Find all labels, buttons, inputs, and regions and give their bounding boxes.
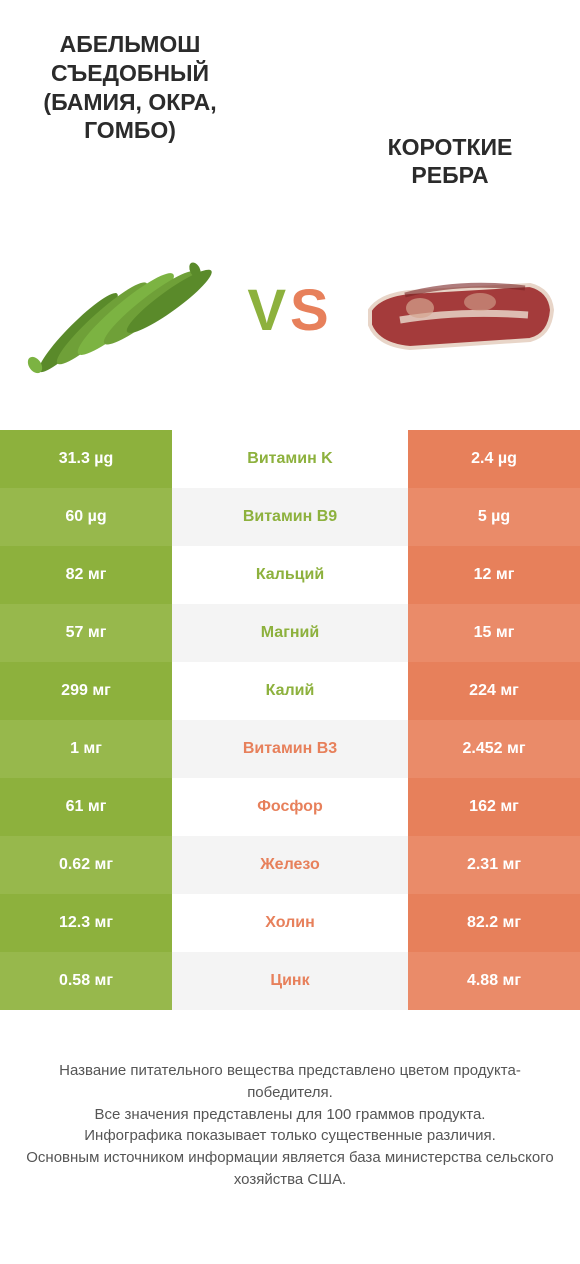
nutrient-label: Цинк [172, 952, 408, 1010]
left-value: 0.62 мг [0, 836, 172, 894]
nutrient-label: Магний [172, 604, 408, 662]
table-row: 57 мгМагний15 мг [0, 604, 580, 662]
table-row: 60 µgВитамин B95 µg [0, 488, 580, 546]
left-value: 31.3 µg [0, 430, 172, 488]
right-image-ribs [360, 220, 560, 400]
right-title: КОРОТКИЕ РЕБРА [350, 133, 550, 191]
footer-line4: Основным источником информации является … [20, 1147, 560, 1191]
right-value: 12 мг [408, 546, 580, 604]
nutrient-label: Калий [172, 662, 408, 720]
right-value: 4.88 мг [408, 952, 580, 1010]
right-value: 2.452 мг [408, 720, 580, 778]
right-value: 224 мг [408, 662, 580, 720]
okra-icon [25, 225, 215, 395]
left-value: 1 мг [0, 720, 172, 778]
footer: Название питательного вещества представл… [0, 1010, 580, 1191]
nutrient-label: Фосфор [172, 778, 408, 836]
left-image-okra [20, 220, 220, 400]
table-row: 31.3 µgВитамин K2.4 µg [0, 430, 580, 488]
table-row: 0.58 мгЦинк4.88 мг [0, 952, 580, 1010]
left-title: АБЕЛЬМОШ СЪЕДОБНЫЙ (БАМИЯ, ОКРА, ГОМБО) [30, 30, 230, 145]
right-value: 2.31 мг [408, 836, 580, 894]
nutrient-label: Витамин B9 [172, 488, 408, 546]
left-value: 60 µg [0, 488, 172, 546]
vs-v: V [247, 277, 290, 344]
table-row: 0.62 мгЖелезо2.31 мг [0, 836, 580, 894]
table-row: 12.3 мгХолин82.2 мг [0, 894, 580, 952]
right-value: 162 мг [408, 778, 580, 836]
images-row: VS [0, 200, 580, 430]
footer-line2: Все значения представлены для 100 граммо… [20, 1104, 560, 1126]
table-row: 1 мгВитамин B32.452 мг [0, 720, 580, 778]
left-title-box: АБЕЛЬМОШ СЪЕДОБНЫЙ (БАМИЯ, ОКРА, ГОМБО) [30, 30, 230, 145]
nutrient-label: Витамин B3 [172, 720, 408, 778]
table-row: 61 мгФосфор162 мг [0, 778, 580, 836]
ribs-icon [360, 240, 560, 380]
left-value: 12.3 мг [0, 894, 172, 952]
right-value: 82.2 мг [408, 894, 580, 952]
right-value: 15 мг [408, 604, 580, 662]
left-value: 57 мг [0, 604, 172, 662]
nutrient-label: Витамин K [172, 430, 408, 488]
nutrient-label: Железо [172, 836, 408, 894]
right-value: 5 µg [408, 488, 580, 546]
right-value: 2.4 µg [408, 430, 580, 488]
header: АБЕЛЬМОШ СЪЕДОБНЫЙ (БАМИЯ, ОКРА, ГОМБО) … [0, 0, 580, 200]
vs-label: VS [247, 277, 332, 344]
left-value: 82 мг [0, 546, 172, 604]
left-value: 0.58 мг [0, 952, 172, 1010]
nutrient-label: Холин [172, 894, 408, 952]
left-value: 61 мг [0, 778, 172, 836]
right-title-box: КОРОТКИЕ РЕБРА [350, 30, 550, 190]
table-row: 82 мгКальций12 мг [0, 546, 580, 604]
comparison-table: 31.3 µgВитамин K2.4 µg60 µgВитамин B95 µ… [0, 430, 580, 1010]
vs-s: S [290, 277, 333, 344]
footer-line1: Название питательного вещества представл… [20, 1060, 560, 1104]
left-value: 299 мг [0, 662, 172, 720]
table-row: 299 мгКалий224 мг [0, 662, 580, 720]
footer-line3: Инфографика показывает только существенн… [20, 1125, 560, 1147]
nutrient-label: Кальций [172, 546, 408, 604]
